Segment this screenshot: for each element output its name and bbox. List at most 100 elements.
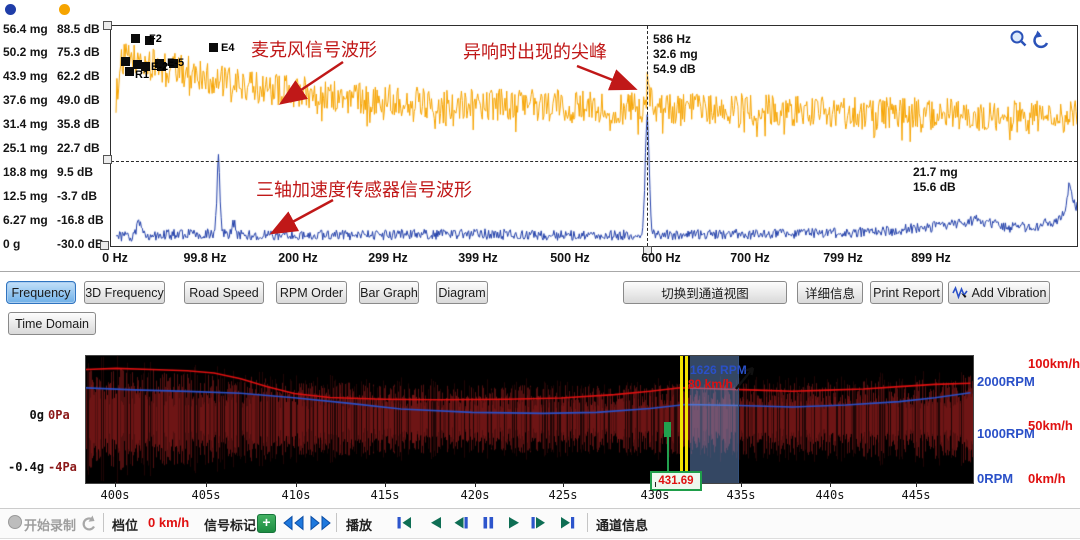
peak-marker-label: E-2 xyxy=(151,61,169,73)
time-tick-mark xyxy=(206,482,207,487)
tab-diagram[interactable]: Diagram xyxy=(436,281,488,304)
frequency-tick-label: 500 Hz xyxy=(550,251,590,265)
y-axis-db-label: 62.2 dB xyxy=(57,69,100,84)
hline-db-value: 15.6 dB xyxy=(913,180,956,194)
time-cursor-line[interactable] xyxy=(680,356,683,483)
signal-mark-label: 信号标记 xyxy=(204,518,257,533)
y-axis-db-label: 88.5 dB xyxy=(57,21,100,36)
time-domain-label: Time Domain xyxy=(15,316,89,331)
frequency-spectrum-chart[interactable]: F2 E4 E-5 E-2 R1 586 Hz 32.6 mg 54.9 dB 21.7… xyxy=(110,25,1078,247)
tab-bar-graph[interactable]: Bar Graph xyxy=(359,281,419,304)
skip-to-start-icon[interactable] xyxy=(396,515,413,531)
channel-info-label[interactable]: 通道信息 xyxy=(596,518,649,533)
time-record-chart[interactable]: 1626 RPM 80 km/h xyxy=(85,355,974,484)
selection-highlight[interactable] xyxy=(690,356,739,483)
time-tick-label: 410s xyxy=(281,488,311,502)
add-mark-button[interactable]: + xyxy=(257,514,276,533)
cursor-db-value: 54.9 dB xyxy=(653,62,696,76)
frequency-tick-label: 200 Hz xyxy=(278,251,318,265)
time-tick-mark xyxy=(475,482,476,487)
print-report-label: Print Report xyxy=(873,285,940,300)
frequency-tick-label: 899 Hz xyxy=(911,251,951,265)
chart-zoom-tools[interactable] xyxy=(1009,29,1061,49)
play-icon[interactable] xyxy=(506,515,521,531)
frequency-tick-label: 299 Hz xyxy=(368,251,408,265)
tab-3d-frequency[interactable]: 3D Frequency xyxy=(84,281,165,304)
time-tick-mark xyxy=(741,482,742,487)
zoom-icon[interactable] xyxy=(1010,30,1027,47)
level-cursor-line[interactable] xyxy=(111,161,1077,163)
y-axis-db-label: 22.7 dB xyxy=(57,141,100,155)
y-axis-db-label: -3.7 dB xyxy=(57,188,98,203)
drag-handle[interactable] xyxy=(103,155,112,164)
record-dot-icon[interactable] xyxy=(8,515,22,529)
details-button[interactable]: 详细信息 xyxy=(797,281,863,304)
y-axis-mg-label: 0 g xyxy=(3,236,21,251)
cursor-frequency-value: 586 Hz xyxy=(653,32,692,46)
tab-frequency[interactable]: Frequency xyxy=(6,281,76,304)
annotation-accelerometer-waveform: 三轴加速度传感器信号波形 xyxy=(256,180,472,201)
cursor-speed-value: 80 km/h xyxy=(688,377,733,391)
skip-to-end-icon[interactable] xyxy=(559,515,576,531)
add-vibration-button[interactable]: Add Vibration xyxy=(948,281,1050,304)
peak-marker-label: E4 xyxy=(221,42,235,54)
time-tick-mark xyxy=(655,482,656,487)
y-axis-mg-label: 37.6 mg xyxy=(3,93,48,108)
right-axis-rpm-label: 0RPM xyxy=(977,471,1014,486)
details-label: 详细信息 xyxy=(804,287,855,301)
time-tick-label: 425s xyxy=(548,488,578,502)
y-axis-db-label: 9.5 dB xyxy=(57,164,94,179)
left-axis-pa-label: 0Pa xyxy=(48,408,70,422)
y-axis-db-label: 49.0 dB xyxy=(57,93,100,108)
frequency-tick-label: 700 Hz xyxy=(730,251,770,265)
time-tick-label: 435s xyxy=(726,488,756,502)
peak-marker-square xyxy=(131,34,140,43)
peak-marker-square xyxy=(133,60,142,69)
undo-icon[interactable] xyxy=(80,515,98,533)
peak-marker-square xyxy=(141,62,150,71)
right-axis-speed-label: 100km/h xyxy=(1028,356,1080,371)
reset-zoom-icon[interactable] xyxy=(1033,30,1049,49)
play-label: 播放 xyxy=(346,518,373,533)
time-tick-label: 420s xyxy=(460,488,490,502)
speed-readout: 0 km/h xyxy=(148,515,190,530)
time-tick-label: 405s xyxy=(191,488,221,502)
drag-handle[interactable] xyxy=(103,21,112,30)
frequency-tick-label: 600 Hz xyxy=(641,251,681,265)
frequency-tick-label: 799 Hz xyxy=(823,251,863,265)
peak-marker-square xyxy=(155,59,164,68)
time-domain-button[interactable]: Time Domain xyxy=(8,312,96,335)
y-axis-mg-label: 12.5 mg xyxy=(3,188,48,203)
time-tick-label: 400s xyxy=(100,488,130,502)
time-cursor-line-2[interactable] xyxy=(685,356,688,483)
drag-handle[interactable] xyxy=(100,241,109,250)
left-axis-g-label: 0g xyxy=(29,408,44,422)
time-tick-mark xyxy=(830,482,831,487)
jump-next-mark-icon[interactable] xyxy=(308,515,332,531)
print-report-button[interactable]: Print Report xyxy=(870,281,943,304)
peak-marker-label: E-5 xyxy=(167,57,185,69)
time-tick-label: 430s xyxy=(640,488,670,502)
y-axis-db-label: 75.3 dB xyxy=(57,45,100,60)
y-axis-mg-label: 6.27 mg xyxy=(3,212,48,227)
tab-road-speed[interactable]: Road Speed xyxy=(184,281,264,304)
step-back-icon[interactable] xyxy=(452,515,469,531)
record-label[interactable]: 开始录制 xyxy=(24,518,77,533)
pause-icon[interactable] xyxy=(481,515,495,531)
play-backward-icon[interactable] xyxy=(428,515,443,531)
right-axis-speed-label: 0km/h xyxy=(1028,471,1066,486)
step-forward-icon[interactable] xyxy=(530,515,547,531)
drag-handle[interactable] xyxy=(643,246,652,255)
y-axis-mg-label: 25.1 mg xyxy=(3,141,48,155)
tab-rpm-order[interactable]: RPM Order xyxy=(276,281,347,304)
signal-mark-flag[interactable] xyxy=(664,422,671,437)
microphone-legend-dot xyxy=(59,4,70,15)
cursor-rpm-value: 1626 RPM xyxy=(690,363,747,377)
frequency-tick-label: 99.8 Hz xyxy=(183,251,227,265)
switch-channel-view-button[interactable]: 切换到通道视图 xyxy=(623,281,787,304)
frequency-cursor-line[interactable] xyxy=(647,26,649,246)
gear-label: 档位 xyxy=(112,518,139,533)
jump-previous-mark-icon[interactable] xyxy=(282,515,306,531)
y-axis-mg-label: 43.9 mg xyxy=(3,69,48,84)
